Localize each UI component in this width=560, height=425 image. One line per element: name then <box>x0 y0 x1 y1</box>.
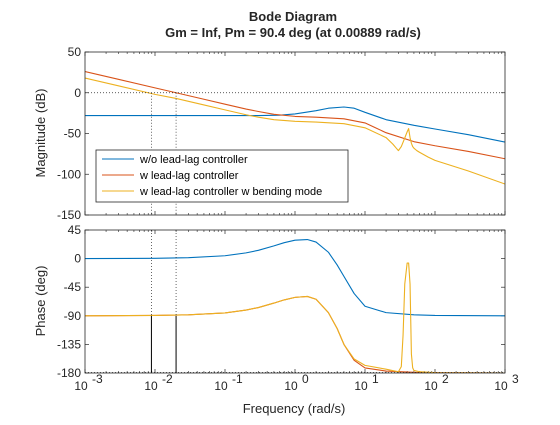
x-tick-exponent: 0 <box>302 372 309 386</box>
phase-plot-lines <box>85 238 505 373</box>
phase-ytick-label: 45 <box>68 223 82 237</box>
x-tick-label: 10 <box>214 379 228 393</box>
x-tick-exponent: -3 <box>92 372 103 386</box>
magnitude-ytick-label: 50 <box>68 45 82 59</box>
x-tick-exponent: 3 <box>512 372 519 386</box>
magnitude-ytick-label: 0 <box>74 86 81 100</box>
legend-box <box>95 149 349 203</box>
magnitude-plot-lines <box>85 71 505 185</box>
magnitude-frame <box>84 51 506 216</box>
phase-ytick-label: 0 <box>74 252 81 266</box>
x-tick-exponent: -2 <box>162 372 173 386</box>
phase-series-3 <box>85 262 505 373</box>
chart-title: Bode Diagram <box>249 9 337 24</box>
x-tick-label: 10 <box>144 379 158 393</box>
magnitude-series-1 <box>85 106 505 143</box>
x-tick-label: 10 <box>354 379 368 393</box>
phase-ytick-label: -90 <box>64 309 82 323</box>
phase-axes: 10 -3 10 -2 10 -1 10 0 10 1 10 2 10 3 45 0 -45 -90 -135 -18… <box>57 223 519 393</box>
magnitude-series-3 <box>85 77 505 185</box>
magnitude-ytick-label: -50 <box>64 127 82 141</box>
x-axis-label: Frequency (rad/s) <box>243 401 346 416</box>
x-tick-label: 10 <box>74 379 88 393</box>
chart-subtitle: Gm = Inf, Pm = 90.4 deg (at 0.00889 rad/… <box>165 25 421 40</box>
magnitude-ytick-label: -100 <box>57 167 81 181</box>
phase-ytick-label: -135 <box>57 337 81 351</box>
phase-plot-area <box>85 230 505 373</box>
magnitude-ylabel: Magnitude (dB) <box>33 89 48 178</box>
phase-ylabel: Phase (deg) <box>33 266 48 337</box>
magnitude-series-2 <box>85 71 505 160</box>
phase-ytick-label: -45 <box>64 280 82 294</box>
phase-frame <box>84 229 506 374</box>
phase-series-1 <box>85 238 505 317</box>
legend-entry-2: w lead-lag controller <box>139 170 239 182</box>
x-tick-label: 10 <box>494 379 508 393</box>
legend: w/o lead-lag controller w lead-lag contr… <box>95 149 349 203</box>
legend-entry-3: w lead-lag controller w bending mode <box>139 186 322 198</box>
phase-ytick-label: -180 <box>57 366 81 380</box>
x-tick-exponent: -1 <box>232 372 243 386</box>
x-tick-exponent: 2 <box>442 372 449 386</box>
x-tick-label: 10 <box>424 379 438 393</box>
legend-entry-1: w/o lead-lag controller <box>139 154 248 166</box>
magnitude-ytick-label: -150 <box>57 208 81 222</box>
x-tick-exponent: 1 <box>372 372 379 386</box>
x-tick-label: 10 <box>284 379 298 393</box>
